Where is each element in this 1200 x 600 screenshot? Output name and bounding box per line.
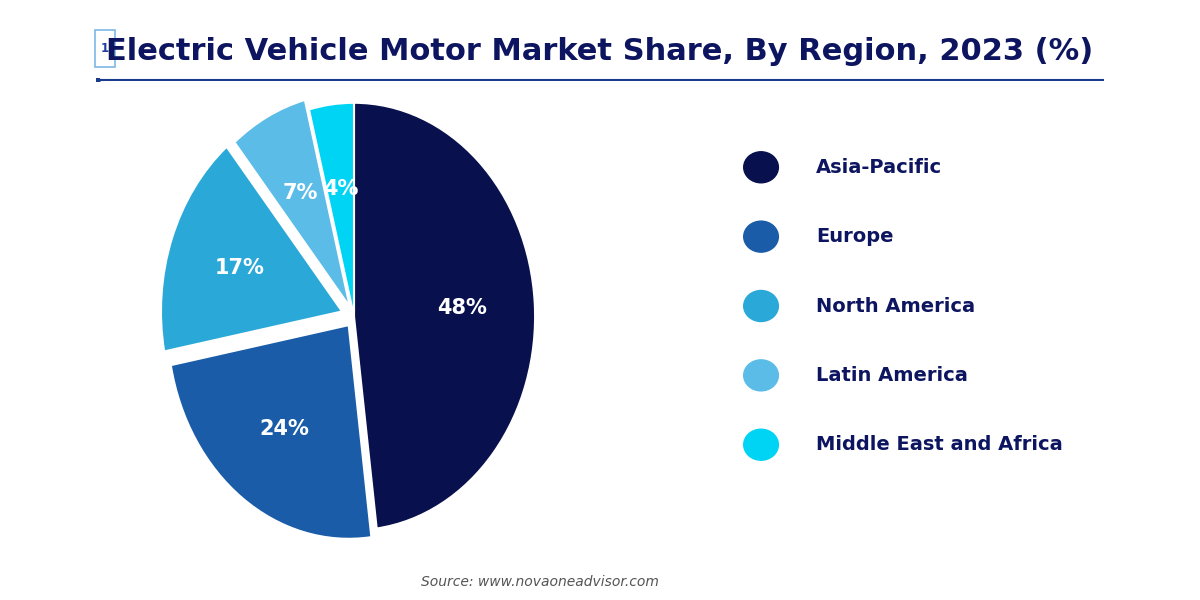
Text: Europe: Europe: [816, 227, 893, 246]
Text: 17%: 17%: [215, 258, 265, 278]
Wedge shape: [170, 325, 371, 539]
Text: ADVISOR: ADVISOR: [120, 42, 180, 55]
Wedge shape: [354, 103, 535, 529]
Circle shape: [744, 221, 779, 252]
Circle shape: [744, 429, 779, 460]
Text: 24%: 24%: [260, 419, 310, 439]
FancyBboxPatch shape: [95, 30, 115, 67]
Text: North America: North America: [816, 296, 974, 316]
Text: 7%: 7%: [283, 183, 318, 203]
Text: 1: 1: [101, 42, 109, 55]
Circle shape: [744, 152, 779, 183]
Wedge shape: [308, 103, 354, 316]
Text: NOVA: NOVA: [32, 42, 70, 55]
Text: Asia-Pacific: Asia-Pacific: [816, 158, 942, 177]
Text: 48%: 48%: [438, 298, 487, 319]
Circle shape: [744, 360, 779, 391]
Text: Latin America: Latin America: [816, 366, 967, 385]
Circle shape: [744, 290, 779, 322]
Text: Middle East and Africa: Middle East and Africa: [816, 435, 1062, 454]
Wedge shape: [234, 100, 350, 307]
Text: Electric Vehicle Motor Market Share, By Region, 2023 (%): Electric Vehicle Motor Market Share, By …: [107, 37, 1093, 65]
Text: Source: www.novaoneadvisor.com: Source: www.novaoneadvisor.com: [421, 575, 659, 589]
Wedge shape: [161, 147, 342, 352]
Text: 4%: 4%: [323, 179, 358, 199]
